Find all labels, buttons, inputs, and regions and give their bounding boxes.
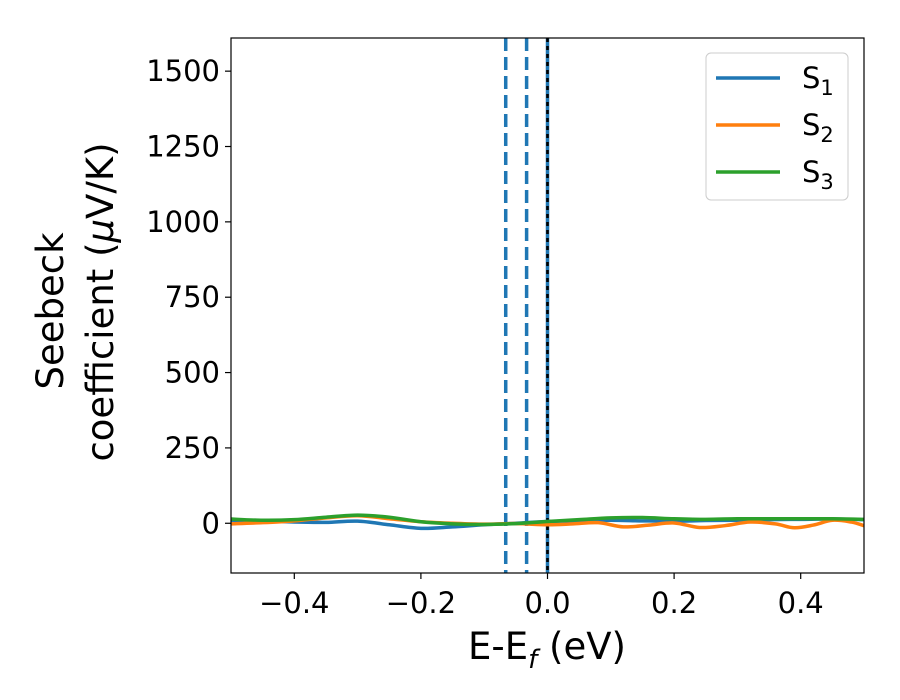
- y-axis-label-line2: coefficient (μV/K): [79, 142, 122, 461]
- series-line-3: [231, 513, 864, 527]
- vertical-lines: [503, 38, 550, 573]
- x-axis-ticks: −0.4 −0.2 0.0 0.2 0.4: [259, 573, 824, 620]
- y-tick-label: 1500: [146, 54, 220, 88]
- series-lines: [231, 513, 864, 531]
- y-tick-label: 1000: [146, 205, 220, 239]
- y-tick-label: 500: [165, 356, 220, 390]
- x-tick-label: −0.2: [386, 586, 456, 620]
- y-axis-ticks: 0 250 500 750 1000 1250 1500: [146, 54, 231, 540]
- y-tick-label: 750: [165, 280, 220, 314]
- x-tick-label: −0.4: [259, 586, 329, 620]
- y-tick-label: 1250: [146, 130, 220, 164]
- y-tick-label: 0: [202, 506, 220, 540]
- legend-label: S1: [802, 61, 834, 100]
- y-tick-label: 250: [165, 431, 220, 465]
- y-axis-label-line1: Seebeck: [29, 232, 72, 390]
- x-tick-label: 0.2: [651, 586, 697, 620]
- legend-label: S3: [802, 155, 834, 194]
- x-axis-label: E-Ef (eV): [468, 625, 626, 675]
- x-tick-label: 0.4: [778, 586, 824, 620]
- x-tick-label: 0.0: [524, 586, 570, 620]
- legend: S1 S2 S3: [705, 52, 849, 201]
- legend-label: S2: [802, 108, 834, 147]
